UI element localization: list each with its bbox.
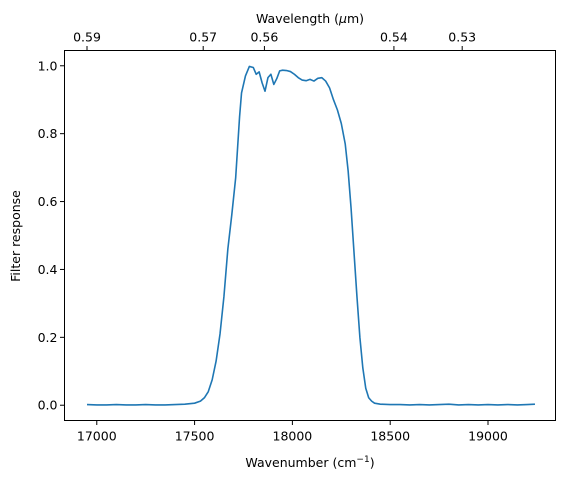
x-tick-label: 18500 [370, 429, 410, 444]
y-tick-label: 0.2 [38, 330, 58, 345]
y-tick-label: 0.4 [38, 262, 58, 277]
top-tick-label: 0.53 [448, 30, 476, 45]
y-tick-label: 1.0 [38, 58, 58, 73]
top-axis-title: Wavelength (μm) [256, 11, 364, 26]
y-tick-label: 0.8 [38, 126, 58, 141]
top-tick-label: 0.56 [250, 30, 278, 45]
top-tick-label: 0.54 [380, 30, 408, 45]
plot-frame [64, 50, 556, 421]
y-tick-label: 0.0 [38, 398, 58, 413]
y-axis-title: Filter response [8, 190, 23, 282]
x-tick-label: 18000 [273, 429, 313, 444]
top-tick-label: 0.57 [189, 30, 217, 45]
x-axis-ticks: 17000 17500 18000 18500 19000 [77, 420, 508, 444]
x-tick-label: 17000 [77, 429, 117, 444]
y-axis-ticks: 0.0 0.2 0.4 0.6 0.8 1.0 [38, 58, 65, 413]
series-group [86, 65, 535, 406]
filter-response-line [86, 65, 535, 406]
y-tick-label: 0.6 [38, 194, 58, 209]
x-tick-label: 19000 [468, 429, 508, 444]
x-axis-title: Wavenumber (cm−1) [245, 455, 374, 470]
x-tick-label: 17500 [175, 429, 215, 444]
top-axis-ticks: 0.59 0.57 0.56 0.54 0.53 [73, 30, 476, 51]
top-tick-label: 0.59 [73, 30, 101, 45]
